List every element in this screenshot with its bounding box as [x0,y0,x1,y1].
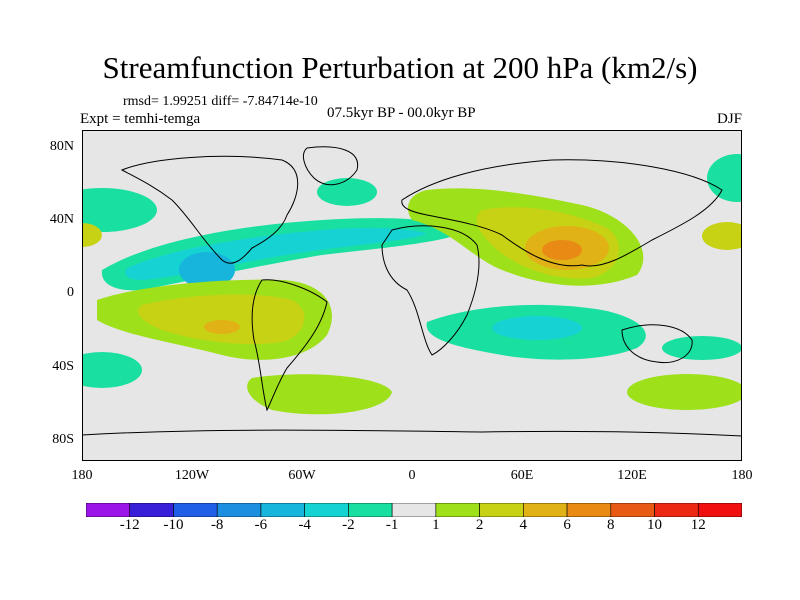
coast-greenland [303,146,359,186]
lon-label: 180 [731,468,753,483]
colorbar-label: -1 [385,517,399,533]
colorbar-swatch [566,503,612,517]
lat-label: 0 [67,285,74,300]
lon-label: 0 [408,468,416,483]
lon-label: 120E [617,468,647,483]
colorbar-label: 2 [475,517,484,533]
lat-label: 40S [52,359,74,374]
colorbar-label: 4 [519,517,528,533]
colorbar-label: 6 [563,517,571,533]
colorbar-swatch [654,503,699,517]
colorbar-swatch [348,503,393,517]
coast-antarctica [82,429,742,437]
lat-label: 80S [52,432,74,447]
map-panel [82,130,742,461]
contour-positive-west-edge [82,223,102,247]
contour-positive-sh-band [247,374,392,415]
contour-negative-east-edge [707,154,742,202]
colorbar-swatch [260,503,305,517]
colorbar-swatch [86,503,131,517]
coast-north-america [120,155,299,264]
lon-label: 60E [510,468,534,483]
contour-negative-sh-inner [492,316,582,340]
lon-label: 60W [288,468,316,483]
colorbar-label: -12 [119,517,140,533]
colorbar-label: -4 [298,517,311,533]
contour-negative-small [317,178,377,206]
contour-negative-se [662,336,742,360]
stats-text: rmsd= 1.99251 diff= -7.84714e-10 [123,94,318,109]
colorbar-swatch [610,503,655,517]
colorbar-label: -8 [210,517,224,533]
experiment-label: Expt = temhi-temga [80,111,201,127]
colorbar-swatch [523,503,568,517]
contour-positive-sa-mid [138,294,305,345]
colorbar-label: -6 [254,517,268,533]
colorbar-swatch [304,503,349,517]
colorbar-swatch [391,503,437,517]
lon-label: 180 [71,468,93,483]
colorbar-label: 1 [432,517,440,533]
contour-negative-sw [82,352,142,388]
colorbar-swatch [479,503,524,517]
colorbar-swatch [435,503,480,517]
colorbar-swatch [216,503,262,517]
colorbar-label: 8 [607,517,615,533]
plot-title: Streamfunction Perturbation at 200 hPa (… [102,50,698,85]
colorbar-label: -10 [163,517,184,533]
season-label: DJF [716,111,742,127]
contour-positive-sh-east [627,374,742,410]
coast-eurasia [401,159,723,267]
coastlines [82,146,742,437]
colorbar-swatch [129,503,174,517]
colorbar [86,503,742,517]
lon-label: 120W [174,468,210,483]
map-frame [82,130,742,461]
colorbar-label: 12 [690,517,706,533]
contour-positive-sa-core [204,320,240,334]
lat-label: 40N [49,212,74,227]
coast-south-america [251,279,328,412]
lat-label: 80N [49,139,74,154]
colorbar-label: -2 [342,517,355,533]
coast-africa [381,225,480,356]
contour-negative-core [179,252,235,288]
contour-negative-west-edge [82,188,157,232]
colorbar-swatch [173,503,218,517]
period-label: 07.5kyr BP - 00.0kyr BP [327,105,476,121]
colorbar-label: 10 [647,517,662,533]
colorbar-swatch [697,503,742,517]
contour-positive-east-edge [702,222,742,250]
coast-australia [621,324,693,364]
contour-positive-asia-core [542,240,582,260]
contour-field [82,130,742,461]
